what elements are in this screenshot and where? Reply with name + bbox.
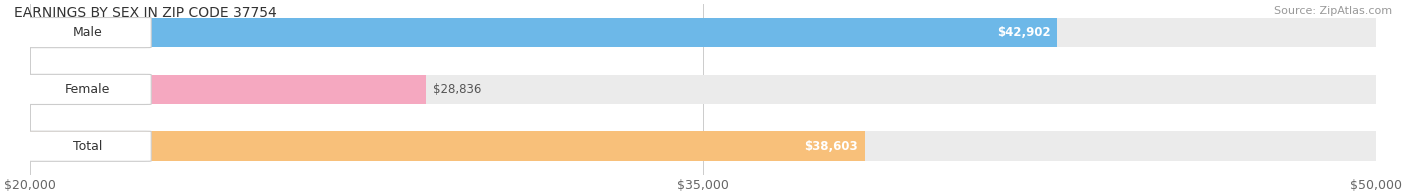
Text: Source: ZipAtlas.com: Source: ZipAtlas.com [1274, 6, 1392, 16]
Bar [30, 75, 426, 104]
Text: EARNINGS BY SEX IN ZIP CODE 37754: EARNINGS BY SEX IN ZIP CODE 37754 [14, 6, 277, 20]
Bar [30, 132, 865, 161]
Text: $42,902: $42,902 [997, 26, 1050, 39]
Text: Total: Total [73, 140, 103, 153]
Text: $38,603: $38,603 [804, 140, 858, 153]
Bar [30, 18, 1376, 47]
Bar [30, 75, 1376, 104]
Text: Male: Male [73, 26, 103, 39]
FancyBboxPatch shape [24, 17, 152, 48]
FancyBboxPatch shape [24, 131, 152, 161]
Bar [30, 18, 1057, 47]
Text: Female: Female [65, 83, 110, 96]
FancyBboxPatch shape [24, 74, 152, 104]
Text: $28,836: $28,836 [433, 83, 482, 96]
Bar [30, 132, 1376, 161]
